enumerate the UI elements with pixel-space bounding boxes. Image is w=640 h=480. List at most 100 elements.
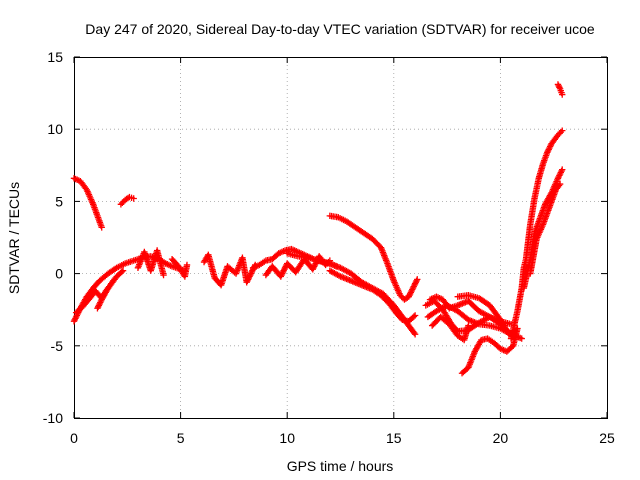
data-point <box>556 180 564 188</box>
series-track-17 <box>428 313 472 344</box>
data-point <box>396 292 404 299</box>
y-tick-label: -10 <box>43 410 63 426</box>
data-point <box>243 279 250 286</box>
data-point-fill <box>556 130 563 137</box>
y-tick-label: 0 <box>55 266 63 282</box>
x-tick-label: 25 <box>599 430 615 446</box>
data-point-fill <box>311 263 318 270</box>
data-point-fill <box>245 274 253 282</box>
data-point-fill <box>244 276 252 283</box>
data-point-fill <box>555 82 562 90</box>
data-point-fill <box>279 268 287 276</box>
data-point-fill <box>247 271 254 279</box>
data-point-fill <box>410 313 418 320</box>
data-point <box>94 305 101 312</box>
data-point-fill <box>249 267 256 274</box>
grid-layer <box>74 57 607 418</box>
data-point-fill <box>118 268 125 276</box>
data-point-fill <box>555 182 563 189</box>
data-point-fill <box>311 261 319 269</box>
data-point-fill <box>406 290 414 298</box>
data-point-fill <box>406 292 413 299</box>
data-point <box>117 201 125 208</box>
data-point <box>554 81 562 88</box>
series-track-3 <box>70 253 189 325</box>
data-point <box>309 266 316 273</box>
data-point-fill <box>280 267 287 274</box>
data-point <box>183 261 191 269</box>
x-tick-label: 20 <box>493 430 509 446</box>
data-point-fill <box>545 146 552 153</box>
data-point-fill <box>544 147 552 155</box>
axis-ticks: 0 5 10 15 20 25 -10 -5 0 5 10 15 <box>43 49 615 446</box>
series-track-20 <box>507 127 566 342</box>
x-tick-label: 15 <box>386 430 402 446</box>
chart-title: Day 247 of 2020, Sidereal Day-to-day VTE… <box>85 21 595 37</box>
data-point-fill <box>410 283 417 290</box>
data-point-fill <box>95 302 103 309</box>
x-tick-label: 0 <box>70 430 78 446</box>
data-point-fill <box>412 279 420 286</box>
data-point <box>544 149 551 156</box>
data-point-fill <box>279 270 286 277</box>
data-point-fill <box>556 170 564 178</box>
data-point <box>405 293 412 300</box>
data-point <box>160 271 167 279</box>
x-tick-label: 5 <box>177 430 185 446</box>
data-point <box>554 131 562 139</box>
series-track-5 <box>94 276 118 312</box>
data-point-fill <box>558 167 565 175</box>
data-point-fill <box>281 264 289 272</box>
plot-frame <box>74 57 608 419</box>
y-axis-label: SDTVAR / TECUs <box>6 182 22 294</box>
data-point-fill <box>97 299 104 306</box>
data-point-fill <box>247 270 255 277</box>
data-point <box>277 273 285 280</box>
data-point-fill <box>71 316 78 324</box>
data-point-fill <box>411 281 418 289</box>
data-point <box>414 276 421 283</box>
data-point <box>409 284 417 292</box>
data-point-fill <box>281 266 288 273</box>
data-point <box>559 166 566 173</box>
series-track-6 <box>134 247 167 279</box>
data-point <box>130 195 137 202</box>
data-point-fill <box>413 277 420 285</box>
data-point <box>559 91 566 98</box>
data-point <box>465 322 472 329</box>
series-track-7 <box>168 255 191 280</box>
series-track-2 <box>117 193 137 208</box>
data-point-fill <box>556 172 563 179</box>
data-point <box>111 276 118 283</box>
data-point <box>70 318 78 325</box>
series-track-13 <box>326 267 419 325</box>
data-point <box>411 312 419 319</box>
data-point <box>98 224 105 231</box>
data-point <box>119 267 127 274</box>
data-point-fill <box>278 271 285 279</box>
data-point-fill <box>407 289 415 296</box>
data-point-fill <box>248 268 255 276</box>
data-point-fill <box>110 277 117 285</box>
y-tick-label: 5 <box>55 193 63 209</box>
data-point-fill <box>557 169 565 176</box>
data-point-fill <box>94 303 102 311</box>
data-point-fill <box>244 277 251 285</box>
y-tick-label: 15 <box>47 49 63 65</box>
y-tick-label: 10 <box>47 121 63 137</box>
data-points <box>70 81 566 377</box>
data-point-fill <box>410 329 418 337</box>
data-point-fill <box>310 264 317 272</box>
data-point-fill <box>119 199 126 207</box>
data-point-fill <box>409 286 416 293</box>
x-axis-label: GPS time / hours <box>287 458 394 474</box>
data-point <box>554 175 562 182</box>
data-point-fill <box>96 300 103 308</box>
data-point <box>559 127 566 134</box>
series-track-12 <box>326 212 421 303</box>
series-track-22 <box>527 180 564 277</box>
y-tick-label: -5 <box>51 338 64 354</box>
series-track-8 <box>200 251 259 289</box>
data-point-fill <box>546 144 553 152</box>
